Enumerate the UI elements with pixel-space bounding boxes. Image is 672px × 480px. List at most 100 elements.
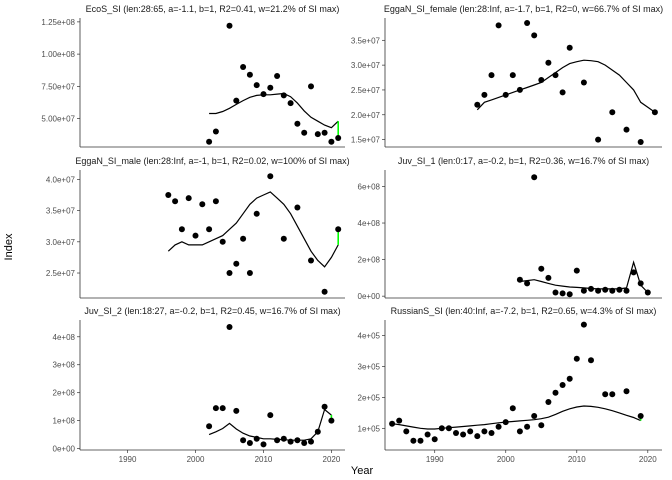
data-point xyxy=(246,440,253,446)
data-point xyxy=(559,89,566,96)
data-point xyxy=(253,210,260,217)
facet-panels: EcoS_SI (len:28:65, a=-1.1, b=1, R2=0.41… xyxy=(41,4,663,464)
data-point xyxy=(165,192,172,198)
y-tick-label: 2.5e+07 xyxy=(351,86,381,95)
y-tick-label: 3.0e+07 xyxy=(351,61,381,70)
data-point xyxy=(559,290,566,297)
data-point xyxy=(431,436,438,443)
panel-1: EcoS_SI (len:28:65, a=-1.1, b=1, R2=0.41… xyxy=(41,4,345,148)
data-point xyxy=(240,235,247,242)
data-point xyxy=(308,438,314,445)
data-point xyxy=(637,139,644,145)
data-point xyxy=(580,79,587,86)
panel-4: Juv_SI_1 (len:0:17, a=-0.2, b=1, R2=0.36… xyxy=(358,156,662,301)
data-point xyxy=(192,232,199,239)
data-point xyxy=(294,120,301,127)
data-point xyxy=(233,407,240,414)
data-point xyxy=(538,77,545,83)
data-point xyxy=(495,423,502,430)
panel-title: Juv_SI_2 (len:18:27, a=-0.2, b=1, R2=0.4… xyxy=(84,306,340,316)
data-point xyxy=(212,198,219,205)
y-tick-label: 1.5e+07 xyxy=(351,136,381,145)
x-tick-label: 1990 xyxy=(119,455,137,464)
data-point xyxy=(474,433,481,440)
x-tick-label: 1990 xyxy=(426,455,444,464)
data-point xyxy=(488,72,495,79)
panel-title: EcoS_SI (len:28:65, a=-1.1, b=1, R2=0.41… xyxy=(86,4,340,14)
data-point xyxy=(644,289,651,296)
y-tick-label: 2.5e+07 xyxy=(46,269,76,278)
y-tick-label: 4e+05 xyxy=(358,331,381,340)
data-point xyxy=(246,71,253,78)
data-point xyxy=(396,417,403,424)
y-tick-label: 3e+08 xyxy=(53,361,76,370)
data-point xyxy=(609,109,616,116)
data-point xyxy=(531,413,538,419)
data-point xyxy=(538,422,545,429)
fitted-line xyxy=(209,92,339,129)
y-tick-label: 4e+08 xyxy=(358,219,381,228)
data-point xyxy=(481,428,488,435)
data-point xyxy=(294,204,301,211)
x-tick-label: 2010 xyxy=(255,455,273,464)
fitted-line xyxy=(167,191,339,268)
panel-title: EggaN_SI_male (len:28:Inf, a=-1, b=1, R2… xyxy=(75,156,349,166)
data-point xyxy=(308,257,314,264)
data-point xyxy=(328,417,335,424)
data-point xyxy=(287,438,294,445)
data-point xyxy=(267,173,274,180)
data-point xyxy=(623,388,630,395)
data-point xyxy=(206,423,213,430)
data-point xyxy=(226,270,233,276)
data-point xyxy=(267,84,274,91)
y-tick-label: 1.25e+08 xyxy=(41,18,75,27)
data-point xyxy=(240,64,247,70)
data-point xyxy=(509,72,516,79)
data-point xyxy=(438,425,445,432)
y-tick-label: 2e+05 xyxy=(358,393,381,402)
data-point xyxy=(516,428,523,435)
y-tick-label: 2.0e+07 xyxy=(351,111,381,120)
data-point xyxy=(524,20,531,26)
data-point xyxy=(588,357,594,364)
data-point xyxy=(516,276,523,283)
data-point xyxy=(206,226,213,233)
data-point xyxy=(538,265,545,272)
data-point xyxy=(246,270,253,276)
y-tick-label: 0e+00 xyxy=(53,445,76,454)
data-point xyxy=(602,391,609,398)
data-point xyxy=(566,44,573,51)
data-point xyxy=(552,289,559,296)
y-tick-label: 7.50e+07 xyxy=(41,82,75,91)
x-tick-label: 2010 xyxy=(568,455,586,464)
data-point xyxy=(460,431,467,438)
data-point xyxy=(314,428,321,435)
data-point xyxy=(545,399,552,405)
y-tick-label: 1e+08 xyxy=(53,417,76,426)
data-point xyxy=(559,382,566,388)
panel-title: EggaN_SI_female (len:28:Inf, a=-1.7, b=1… xyxy=(384,4,663,14)
data-point xyxy=(588,285,594,292)
y-tick-label: 5.00e+07 xyxy=(41,115,75,124)
panel-title: RussianS_SI (len:40:Inf, a=-7.2, b=1, R2… xyxy=(391,306,657,316)
y-tick-label: 1e+05 xyxy=(358,424,381,433)
data-point xyxy=(335,226,342,233)
y-tick-label: 3.5e+07 xyxy=(351,36,381,45)
data-point xyxy=(573,355,580,362)
x-tick-label: 2020 xyxy=(323,455,341,464)
data-point xyxy=(580,321,587,328)
data-point xyxy=(495,22,502,29)
data-point xyxy=(280,435,287,442)
data-point xyxy=(467,428,474,435)
data-point xyxy=(314,131,321,138)
data-point xyxy=(321,288,328,295)
data-point xyxy=(287,100,294,107)
data-point xyxy=(301,440,308,446)
y-tick-label: 3.0e+07 xyxy=(46,238,76,247)
panel-6: RussianS_SI (len:40:Inf, a=-7.2, b=1, R2… xyxy=(358,306,662,464)
y-tick-label: 6e+08 xyxy=(358,182,381,191)
data-point xyxy=(474,101,481,108)
data-point xyxy=(637,280,644,287)
y-tick-label: 0e+00 xyxy=(358,292,381,301)
